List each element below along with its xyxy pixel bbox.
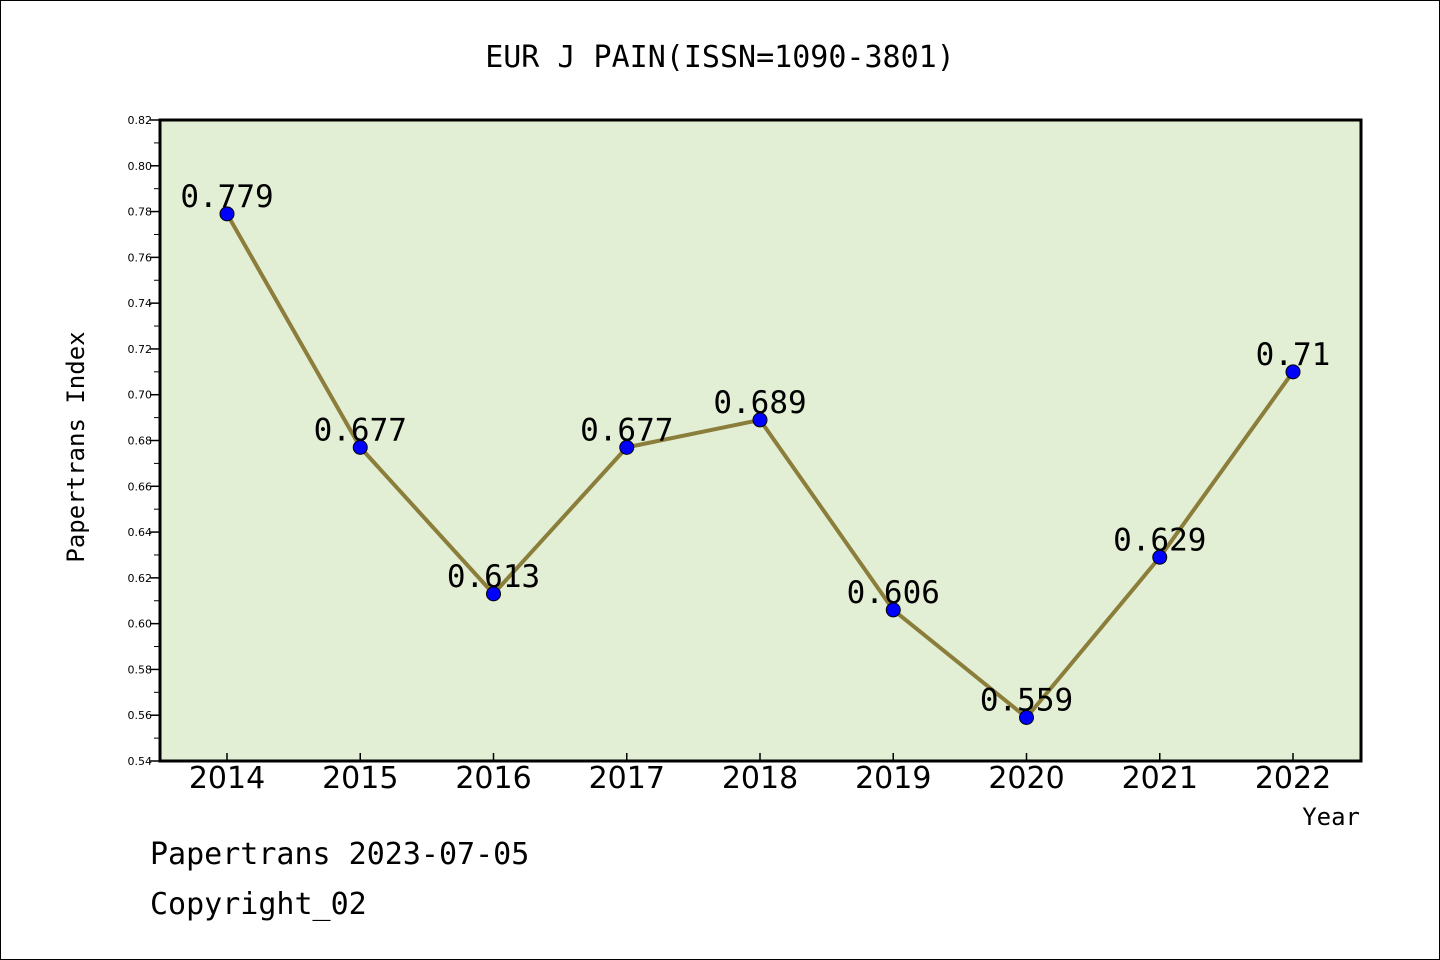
y-tick-label: 0.56: [128, 709, 153, 722]
data-point: [1152, 549, 1168, 565]
series-markers: [219, 206, 1301, 726]
y-tick-label: 0.62: [128, 572, 153, 585]
x-tick-label: 2020: [988, 761, 1064, 796]
data-point: [1285, 364, 1301, 380]
y-axis: 0.54 0.56 0.58 0.60 0.62 0.64 0.66 0.68 0.70 0.72…: [128, 114, 160, 768]
y-tick-label: 0.70: [128, 389, 153, 402]
data-label: 0.677: [314, 412, 407, 448]
x-tick-label: 2014: [189, 761, 265, 796]
y-tick-label: 0.82: [128, 114, 153, 127]
data-labels: 0.779 0.677 0.613 0.677 0.689 0.606 0.559 0.629…: [180, 179, 1330, 719]
x-tick-label: 2017: [589, 761, 665, 796]
data-label: 0.606: [847, 575, 940, 611]
data-label: 0.689: [713, 385, 806, 421]
y-tick-label: 0.58: [128, 663, 153, 676]
footer-copyright: Copyright_02: [150, 887, 367, 922]
y-tick-label: 0.66: [128, 480, 153, 493]
x-tick-label: 2021: [1122, 761, 1198, 796]
y-tick-label: 0.74: [128, 297, 153, 310]
x-axis: 2014 2015 2016 2017 2018 2019 2020 2021 2022: [189, 753, 1331, 796]
data-label: 0.629: [1113, 522, 1206, 558]
x-tick-label: 2015: [322, 761, 398, 796]
x-tick-label: 2018: [722, 761, 798, 796]
y-tick-label: 0.78: [128, 206, 153, 219]
y-tick-label: 0.76: [128, 251, 153, 264]
y-tick-label: 0.60: [128, 618, 153, 631]
y-tick-label: 0.80: [128, 160, 153, 173]
data-point: [1019, 710, 1034, 726]
y-tick-label: 0.54: [128, 755, 153, 768]
data-label: 0.559: [980, 683, 1073, 719]
y-tick-label: 0.68: [128, 435, 153, 448]
data-label: 0.71: [1256, 337, 1331, 373]
data-point: [885, 602, 901, 618]
data-label: 0.779: [180, 179, 273, 215]
chart-title: EUR J PAIN(ISSN=1090-3801): [485, 40, 955, 75]
y-axis-label: Papertrans Index: [62, 331, 90, 562]
footer-date: Papertrans 2023-07-05: [150, 837, 529, 872]
data-point: [752, 412, 768, 428]
data-point: [219, 206, 235, 222]
y-tick-label: 0.72: [128, 343, 153, 356]
data-label: 0.613: [447, 559, 540, 595]
data-label: 0.677: [580, 412, 673, 448]
x-tick-label: 2016: [455, 761, 531, 796]
data-point: [619, 439, 635, 455]
data-point: [352, 439, 368, 455]
x-tick-label: 2019: [855, 761, 931, 796]
x-axis-label: Year: [1302, 803, 1360, 831]
y-tick-label: 0.64: [128, 526, 153, 539]
data-point: [486, 586, 501, 602]
x-tick-label: 2022: [1255, 761, 1331, 796]
